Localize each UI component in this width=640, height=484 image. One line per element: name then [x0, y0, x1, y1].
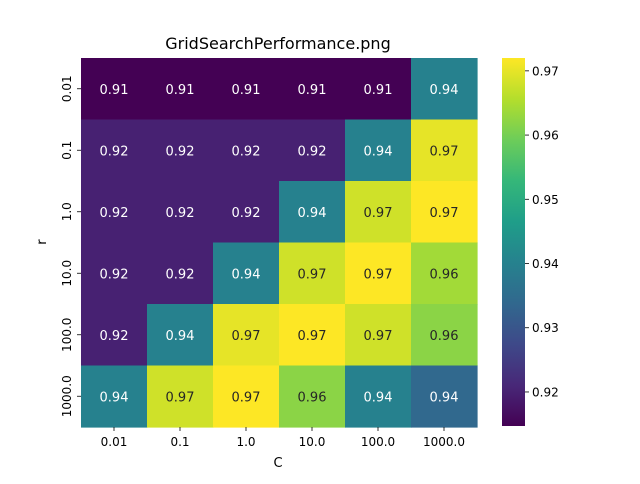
heatmap-cell	[345, 119, 412, 182]
heatmap-cell	[345, 181, 412, 244]
cell-annotation: 0.94	[232, 267, 261, 282]
heatmap-cell	[213, 58, 280, 121]
cell-annotation: 0.97	[364, 329, 393, 344]
y-tick-label: 10.0	[60, 260, 74, 287]
cell-annotation: 0.92	[232, 206, 261, 221]
heatmap-cell	[279, 181, 346, 244]
heatmap-cell	[213, 181, 280, 244]
heatmap-cell	[213, 304, 280, 367]
colorbar	[502, 58, 525, 426]
heatmap-cell	[81, 119, 148, 182]
x-tick-label: 0.1	[170, 435, 189, 449]
x-tick-label: 1000.0	[423, 435, 465, 449]
cell-annotation: 0.91	[100, 83, 129, 98]
cell-annotation: 0.92	[100, 206, 129, 221]
cell-annotation: 0.96	[430, 329, 459, 344]
cell-annotation: 0.97	[298, 267, 327, 282]
heatmap-cell	[411, 119, 478, 182]
cell-annotation: 0.96	[298, 390, 327, 405]
cell-annotation: 0.92	[232, 144, 261, 159]
heatmap-cell	[147, 365, 214, 428]
heatmap-cell	[147, 304, 214, 367]
cell-annotation: 0.94	[430, 390, 459, 405]
cell-annotation: 0.94	[100, 390, 129, 405]
heatmap-cell	[279, 365, 346, 428]
colorbar-tick-label: 0.94	[532, 257, 559, 271]
heatmap-cell	[147, 119, 214, 182]
cell-annotation: 0.94	[430, 83, 459, 98]
heatmap-cell	[279, 304, 346, 367]
cell-annotation: 0.94	[166, 329, 195, 344]
y-axis-label: r	[35, 239, 50, 245]
y-tick-label: 0.01	[60, 75, 74, 102]
heatmap-cell	[411, 365, 478, 428]
heatmap-cell	[81, 304, 148, 367]
heatmap-cell	[411, 58, 478, 121]
cell-annotation: 0.91	[232, 83, 261, 98]
heatmap-cell	[345, 365, 412, 428]
colorbar-tick-label: 0.93	[532, 321, 559, 335]
heatmap-cell	[81, 365, 148, 428]
heatmap-cell	[147, 242, 214, 305]
cell-annotation: 0.97	[298, 329, 327, 344]
colorbar-tick-label: 0.95	[532, 193, 559, 207]
heatmap-cell	[345, 58, 412, 121]
x-tick-label: 0.01	[101, 435, 128, 449]
cell-annotation: 0.97	[364, 206, 393, 221]
x-tick-label: 10.0	[299, 435, 326, 449]
cell-annotation: 0.92	[100, 144, 129, 159]
chart-title: GridSearchPerformance.png	[165, 34, 390, 53]
cell-annotation: 0.92	[298, 144, 327, 159]
cell-annotation: 0.92	[100, 329, 129, 344]
heatmap-cell	[411, 242, 478, 305]
colorbar-tick-label: 0.97	[532, 64, 559, 78]
heatmap-cell	[81, 242, 148, 305]
cell-annotation: 0.92	[166, 267, 195, 282]
cell-annotation: 0.97	[364, 267, 393, 282]
heatmap-cell	[147, 181, 214, 244]
y-tick-label: 1000.0	[60, 375, 74, 417]
y-tick-label: 100.0	[60, 318, 74, 352]
heatmap-cell	[279, 119, 346, 182]
cell-annotation: 0.94	[298, 206, 327, 221]
cell-annotation: 0.92	[166, 144, 195, 159]
cell-annotation: 0.91	[166, 83, 195, 98]
y-tick-label: 0.1	[60, 141, 74, 160]
y-tick-label: 1.0	[60, 202, 74, 221]
x-axis-label: C	[273, 456, 282, 471]
cell-annotation: 0.97	[430, 144, 459, 159]
heatmap-cell	[213, 242, 280, 305]
x-tick-label: 1.0	[236, 435, 255, 449]
heatmap-cell	[213, 119, 280, 182]
x-tick-label: 100.0	[361, 435, 395, 449]
colorbar-tick-label: 0.92	[532, 385, 559, 399]
heatmap-cell	[81, 58, 148, 121]
heatmap-cell	[279, 242, 346, 305]
cell-annotation: 0.97	[232, 329, 261, 344]
heatmap-cell	[279, 58, 346, 121]
cell-annotation: 0.91	[298, 83, 327, 98]
cell-annotation: 0.97	[430, 206, 459, 221]
heatmap-cell	[411, 181, 478, 244]
cell-annotation: 0.92	[100, 267, 129, 282]
heatmap-cell	[345, 242, 412, 305]
heatmap-cell	[213, 365, 280, 428]
heatmap-cell	[81, 181, 148, 244]
cell-annotation: 0.92	[166, 206, 195, 221]
heatmap-cell	[345, 304, 412, 367]
colorbar-tick-label: 0.96	[532, 129, 559, 143]
cell-annotation: 0.94	[364, 144, 393, 159]
cell-annotation: 0.97	[166, 390, 195, 405]
heatmap-cell	[147, 58, 214, 121]
cell-annotation: 0.97	[232, 390, 261, 405]
cell-annotation: 0.91	[364, 83, 393, 98]
cell-annotation: 0.94	[364, 390, 393, 405]
heatmap-cell	[411, 304, 478, 367]
cell-annotation: 0.96	[430, 267, 459, 282]
